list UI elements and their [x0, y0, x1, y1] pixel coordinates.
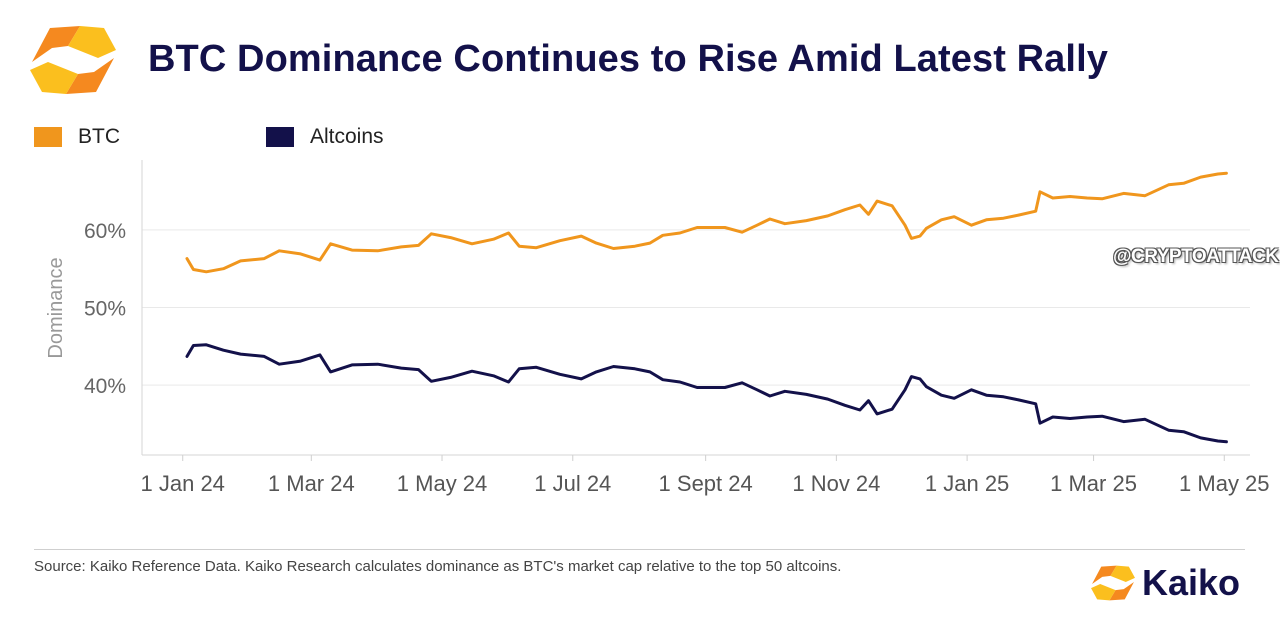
- kaiko-brand-text: Kaiko: [1142, 562, 1241, 603]
- y-tick-label: 40%: [84, 375, 126, 398]
- legend-label-btc: BTC: [78, 125, 120, 148]
- legend: BTC Altcoins: [34, 124, 634, 150]
- legend-swatch-btc: [34, 127, 62, 147]
- chart-title: BTC Dominance Continues to Rise Amid Lat…: [148, 38, 1108, 80]
- legend-label-altcoins: Altcoins: [310, 125, 384, 148]
- y-tick-label: 60%: [84, 220, 126, 243]
- kaiko-logo-icon: [30, 26, 116, 94]
- footer-divider: [34, 549, 1245, 550]
- x-tick-label: 1 Nov 24: [792, 471, 880, 496]
- source-note: Source: Kaiko Reference Data. Kaiko Rese…: [34, 558, 842, 575]
- series-line-altcoins: [185, 343, 1228, 444]
- y-tick-label: 50%: [84, 298, 126, 321]
- x-tick-label: 1 May 24: [397, 471, 488, 496]
- y-axis-title: Dominance: [45, 257, 67, 358]
- x-tick-label: 1 Mar 24: [268, 471, 355, 496]
- x-tick-label: 1 Jan 25: [925, 471, 1009, 496]
- legend-item-altcoins: Altcoins: [266, 124, 384, 150]
- legend-swatch-altcoins: [266, 127, 294, 147]
- kaiko-brand-icon: [1091, 565, 1135, 601]
- legend-item-btc: BTC: [34, 124, 120, 150]
- x-tick-label: 1 Sept 24: [659, 471, 753, 496]
- kaiko-brand: Kaiko: [1090, 560, 1260, 610]
- x-tick-label: 1 Mar 25: [1050, 471, 1137, 496]
- watermark: @CRYPTOATTACK: [1113, 246, 1279, 267]
- dominance-chart: 40% 50% 60% Dominance 1 Jan 24 1 Mar 24 1 May …: [45, 160, 1270, 496]
- x-tick-label: 1 May 25: [1179, 471, 1270, 496]
- x-tick-label: 1 Jan 24: [141, 471, 225, 496]
- series-line-btc: [185, 171, 1228, 274]
- x-tick-label: 1 Jul 24: [534, 471, 611, 496]
